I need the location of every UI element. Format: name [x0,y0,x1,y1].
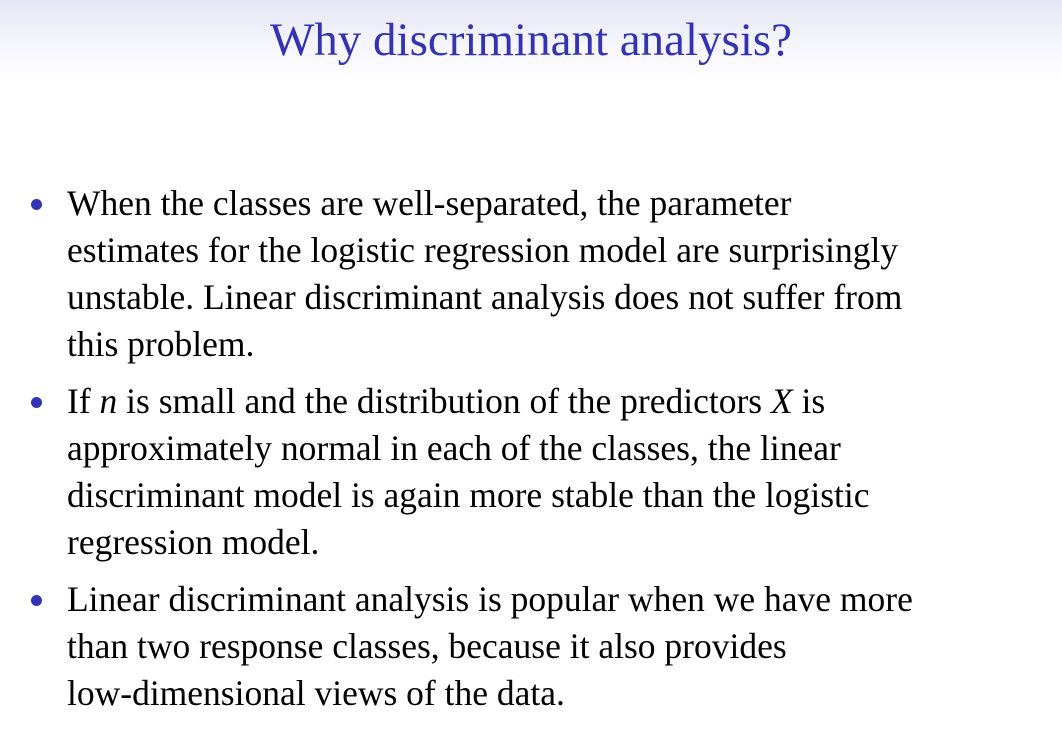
text-segment: regression model. [67,522,320,562]
bullet-dot-icon [31,199,42,210]
text-segment: unstable. Linear discriminant analysis d… [67,277,903,317]
bullet-text-line: this problem. [67,321,1058,368]
bullet-text-line: Linear discriminant analysis is popular … [67,576,1058,623]
bullet-dot-icon [31,397,42,408]
bullet-item: Linear discriminant analysis is popular … [0,576,1062,717]
text-segment: If [67,381,100,421]
bullet-text-line: If n is small and the distribution of th… [67,378,1058,425]
text-segment: is small and the distribution of the pre… [117,381,771,421]
text-segment: low-dimensional views of the data. [67,673,565,713]
text-segment: Linear discriminant analysis is popular … [67,579,913,619]
bullet-text-line: than two response classes, because it al… [67,623,1058,670]
text-segment: estimates for the logistic regression mo… [67,230,899,270]
bullet-item: When the classes are well-separated, the… [0,180,1062,368]
text-segment: When the classes are well-separated, the… [67,183,792,223]
bullet-text-line: approximately normal in each of the clas… [67,425,1058,472]
bullet-text-line: When the classes are well-separated, the… [67,180,1058,227]
bullet-text-line: unstable. Linear discriminant analysis d… [67,274,1058,321]
bullet-text-line: discriminant model is again more stable … [67,472,1058,519]
bullet-text-line: estimates for the logistic regression mo… [67,227,1058,274]
text-segment: is [792,381,826,421]
text-segment: than two response classes, because it al… [67,626,787,666]
math-variable: n [99,381,118,421]
text-segment: approximately normal in each of the clas… [67,428,841,468]
text-segment: this problem. [67,324,255,364]
bullet-item: If n is small and the distribution of th… [0,378,1062,566]
slide-header: Why discriminant analysis? [0,0,1062,78]
bullet-list: When the classes are well-separated, the… [0,180,1062,727]
bullet-text-line: low-dimensional views of the data. [67,670,1058,717]
bullet-dot-icon [31,595,42,606]
math-variable: X [770,381,793,421]
bullet-text-line: regression model. [67,519,1058,566]
slide-title: Why discriminant analysis? [269,14,793,66]
text-segment: discriminant model is again more stable … [67,475,870,515]
